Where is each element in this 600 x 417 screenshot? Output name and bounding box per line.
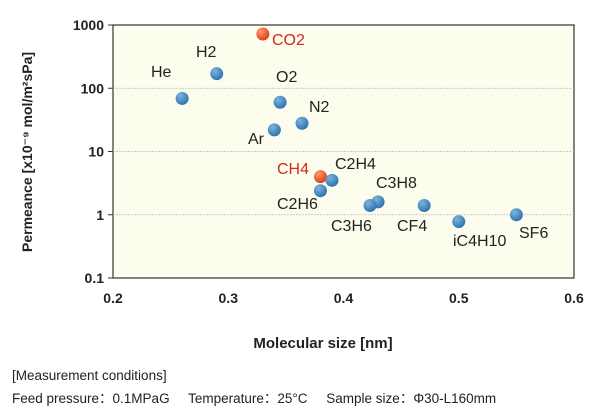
- data-point-he: [175, 91, 189, 105]
- x-tick-label: 0.5: [449, 290, 469, 306]
- data-point-c2h6: [313, 184, 327, 198]
- data-point-c3h6: [363, 199, 377, 213]
- point-label-o2: O2: [276, 69, 297, 86]
- point-label-h2: H2: [196, 44, 217, 61]
- data-point-cf4: [417, 199, 431, 213]
- x-tick-label: 0.4: [334, 290, 354, 306]
- point-label-c2h4: C2H4: [335, 156, 376, 173]
- point-label-n2: N2: [309, 99, 330, 116]
- y-tick-label: 100: [81, 80, 105, 96]
- data-point-n2: [295, 116, 309, 130]
- conditions-heading: [Measurement conditions]: [12, 368, 167, 383]
- permeance-chart: 0.1 1 10 100 1000 0.2 0.3 0.4 0.5 0.6 CO2 H2 He O2 N2…: [19, 17, 584, 352]
- data-point-o2: [273, 95, 287, 109]
- point-label-ch4: CH4: [277, 161, 309, 178]
- y-tick-label: 1: [96, 207, 104, 223]
- data-point-h2: [210, 67, 224, 81]
- data-point-ar: [267, 123, 281, 137]
- point-label-c3h8: C3H8: [376, 175, 417, 192]
- data-point-sf6: [509, 208, 523, 222]
- point-label-ic4h10: iC4H10: [453, 233, 506, 250]
- point-label-cf4: CF4: [397, 218, 427, 235]
- point-label-co2: CO2: [272, 32, 305, 49]
- x-tick-label: 0.6: [564, 290, 584, 306]
- point-label-ar: Ar: [248, 131, 265, 148]
- point-label-c3h6: C3H6: [331, 218, 372, 235]
- data-point-ch4: [313, 170, 327, 184]
- y-tick-label: 1000: [73, 17, 104, 33]
- point-label-he: He: [151, 64, 172, 81]
- data-point-c2h4: [325, 173, 339, 187]
- x-tick-label: 0.2: [103, 290, 123, 306]
- y-axis-label: Permeance [x10⁻⁹ mol/m²sPa]: [19, 52, 35, 252]
- point-label-c2h6: C2H6: [277, 196, 318, 213]
- conditions-text: Feed pressure：0.1MPaG Temperature：25°C S…: [12, 391, 497, 406]
- x-tick-label: 0.3: [219, 290, 239, 306]
- point-label-sf6: SF6: [519, 225, 548, 242]
- data-point-co2: [256, 27, 270, 41]
- y-tick-label: 0.1: [85, 270, 105, 286]
- data-point-ic4h10: [452, 215, 466, 229]
- y-tick-label: 10: [88, 144, 104, 160]
- x-axis-label: Molecular size [nm]: [253, 335, 392, 352]
